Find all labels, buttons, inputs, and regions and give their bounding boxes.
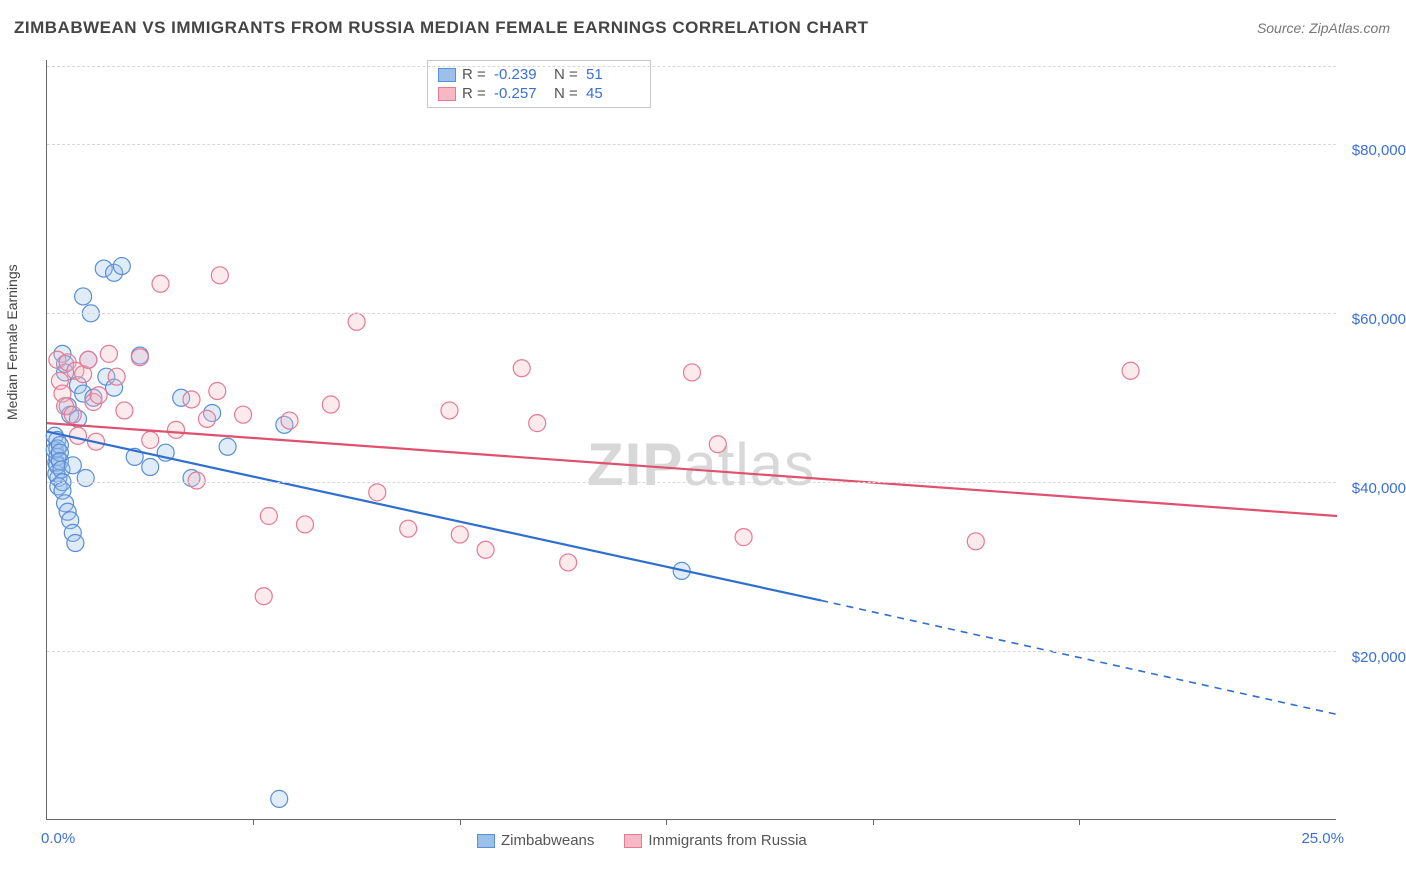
x-tick-mark — [460, 819, 461, 825]
y-tick-label: $20,000 — [1342, 649, 1406, 666]
legend-item-rus: Immigrants from Russia — [624, 832, 806, 849]
data-point — [188, 472, 205, 489]
data-point — [80, 351, 97, 368]
data-point — [441, 402, 458, 419]
x-tick-mark — [253, 819, 254, 825]
data-point — [369, 484, 386, 501]
data-point — [64, 457, 81, 474]
data-point — [260, 508, 277, 525]
gridline — [47, 66, 1336, 67]
data-point — [735, 529, 752, 546]
data-point — [69, 427, 86, 444]
data-point — [211, 267, 228, 284]
y-tick-label: $80,000 — [1342, 142, 1406, 159]
data-point — [67, 535, 84, 552]
x-tick-end: 25.0% — [1301, 830, 1344, 847]
trend-line — [47, 432, 821, 601]
y-tick-label: $40,000 — [1342, 480, 1406, 497]
gridline — [47, 482, 1336, 483]
data-point — [142, 432, 159, 449]
data-point — [64, 406, 81, 423]
legend-label-rus: Immigrants from Russia — [648, 832, 806, 849]
plot-area: ZIPatlas R = -0.239 N = 51 R = -0.257 N … — [46, 60, 1336, 820]
data-point — [709, 436, 726, 453]
y-tick-label: $60,000 — [1342, 311, 1406, 328]
gridline — [47, 313, 1336, 314]
data-point — [1122, 362, 1139, 379]
gridline — [47, 651, 1336, 652]
source-label: Source: ZipAtlas.com — [1257, 20, 1390, 36]
x-tick-start: 0.0% — [41, 830, 75, 847]
chart-svg — [47, 60, 1336, 819]
data-point — [477, 541, 494, 558]
data-point — [235, 406, 252, 423]
data-point — [108, 368, 125, 385]
data-point — [142, 459, 159, 476]
legend-swatch-rus-b — [624, 834, 642, 848]
y-axis-label: Median Female Earnings — [4, 264, 20, 420]
data-point — [255, 588, 272, 605]
x-tick-mark — [1079, 819, 1080, 825]
data-point — [90, 387, 107, 404]
data-point — [967, 533, 984, 550]
data-point — [281, 412, 298, 429]
data-point — [400, 520, 417, 537]
data-point — [198, 410, 215, 427]
data-point — [348, 313, 365, 330]
data-point — [113, 258, 130, 275]
data-point — [116, 402, 133, 419]
trend-line — [47, 423, 1337, 516]
data-point — [271, 790, 288, 807]
data-point — [209, 383, 226, 400]
data-point — [77, 470, 94, 487]
data-point — [100, 345, 117, 362]
data-point — [560, 554, 577, 571]
legend-item-zim: Zimbabweans — [477, 832, 594, 849]
data-point — [529, 415, 546, 432]
data-point — [75, 288, 92, 305]
data-point — [168, 421, 185, 438]
data-point — [183, 391, 200, 408]
legend-label-zim: Zimbabweans — [501, 832, 594, 849]
series-legend: Zimbabweans Immigrants from Russia — [477, 832, 807, 849]
legend-swatch-zim-b — [477, 834, 495, 848]
data-point — [297, 516, 314, 533]
data-point — [322, 396, 339, 413]
chart-title: ZIMBABWEAN VS IMMIGRANTS FROM RUSSIA MED… — [14, 18, 868, 38]
x-tick-mark — [666, 819, 667, 825]
data-point — [451, 526, 468, 543]
trend-line-extrapolated — [821, 600, 1337, 714]
gridline — [47, 144, 1336, 145]
data-point — [219, 438, 236, 455]
data-point — [513, 360, 530, 377]
data-point — [152, 275, 169, 292]
x-tick-mark — [873, 819, 874, 825]
data-point — [684, 364, 701, 381]
data-point — [131, 349, 148, 366]
